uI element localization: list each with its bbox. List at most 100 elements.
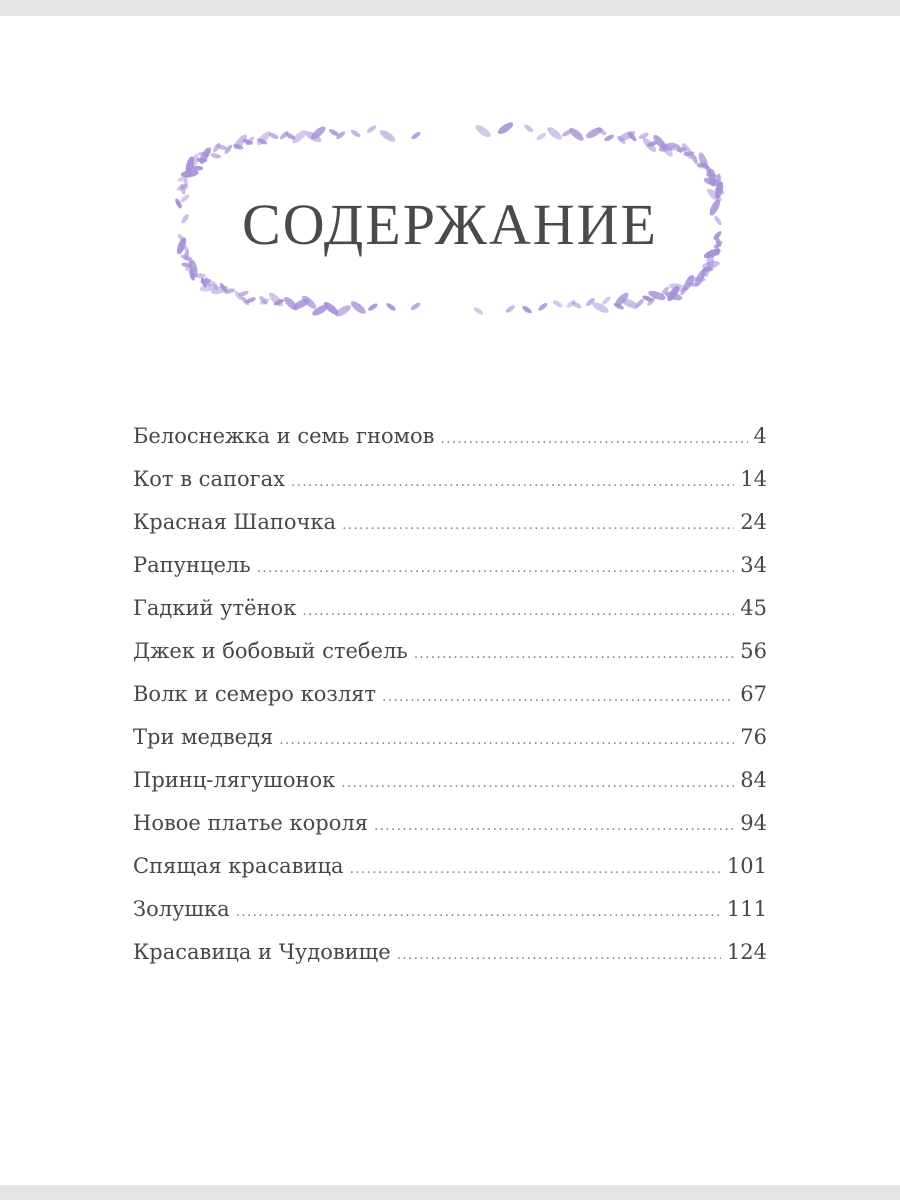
leaf-icon [566, 299, 576, 308]
leaf-icon [707, 188, 722, 202]
leaf-icon [597, 127, 607, 136]
leaf-icon [256, 131, 271, 146]
leaf-wreath-ornament [175, 122, 725, 317]
leaf-icon [180, 194, 190, 203]
leaf-icon [703, 177, 722, 187]
toc-entry[interactable]: Спящая красавица........................… [133, 854, 767, 897]
leaf-icon [697, 163, 709, 169]
leaf-icon [538, 302, 548, 311]
leaf-icon [613, 303, 624, 310]
leaf-icon [664, 291, 683, 301]
dot-leader: ........................................… [342, 517, 734, 533]
leaf-icon [614, 292, 629, 307]
leaf-icon [175, 198, 182, 209]
leaf-icon [714, 215, 722, 226]
leaf-icon [552, 300, 563, 308]
toc-entry-page: 34 [740, 553, 767, 577]
leaf-icon [189, 270, 195, 281]
leaf-icon [522, 306, 532, 314]
toc-entry-title: Красавица и Чудовище [133, 940, 391, 964]
leaf-icon [686, 281, 698, 287]
dot-leader: ........................................… [396, 947, 721, 963]
leaf-icon [185, 156, 195, 174]
dot-leader: ........................................… [349, 861, 721, 877]
leaf-icon [350, 130, 361, 138]
leaf-icon [716, 173, 721, 185]
leaf-icon [648, 290, 666, 300]
leaf-icon [245, 136, 255, 146]
toc-entry-title: Новое платье короля [133, 811, 368, 835]
leaf-icon [660, 141, 673, 157]
leaf-icon [283, 297, 298, 311]
dot-leader: ........................................… [413, 646, 735, 662]
leaf-icon [379, 130, 396, 142]
leaf-icon [691, 153, 698, 164]
toc-entry-title: Кот в сапогах [133, 467, 285, 491]
toc-entry[interactable]: Красная Шапочка.........................… [133, 510, 767, 553]
toc-entry[interactable]: Новое платье короля.....................… [133, 811, 767, 854]
leaf-icon [292, 130, 307, 144]
toc-entry[interactable]: Три медведя.............................… [133, 725, 767, 768]
dot-leader: ........................................… [256, 560, 735, 576]
leaf-icon [505, 305, 515, 313]
toc-entry[interactable]: Золушка.................................… [133, 897, 767, 940]
leaf-icon [702, 260, 720, 269]
toc-entry[interactable]: Белоснежка и семь гномов................… [133, 424, 767, 467]
leaf-icon [259, 295, 268, 305]
toc-entry-page: 76 [740, 725, 767, 749]
leaf-icon [176, 237, 187, 255]
leaf-icon [241, 296, 250, 306]
toc-entry-title: Спящая красавица [133, 854, 344, 878]
leaf-icon [181, 214, 189, 224]
leaf-icon [329, 129, 339, 137]
toc-entry[interactable]: Принц-лягушонок.........................… [133, 768, 767, 811]
toc-entry-page: 56 [740, 639, 767, 663]
toc-entry[interactable]: Гадкий утёнок...........................… [133, 596, 767, 639]
dot-leader: ........................................… [373, 818, 734, 834]
toc-entry[interactable]: Джек и бобовый стебель..................… [133, 639, 767, 682]
toc-entry-page: 45 [740, 596, 767, 620]
toc-entry-title: Принц-лягушонок [133, 768, 336, 792]
leaf-icon [268, 292, 283, 307]
toc-entry[interactable]: Рапунцель...............................… [133, 553, 767, 596]
toc-entry-title: Красная Шапочка [133, 510, 337, 534]
leaf-icon [475, 125, 491, 138]
toc-entry-title: Гадкий утёнок [133, 596, 297, 620]
leaf-icon [586, 298, 595, 307]
toc-entry-title: Рапунцель [133, 553, 251, 577]
leaf-icon [350, 301, 366, 314]
leaf-icon [562, 129, 572, 137]
toc-entry-title: Джек и бобовый стебель [133, 639, 408, 663]
leaf-icon [216, 144, 228, 150]
leaf-icon [192, 166, 204, 171]
toc-entry-title: Три медведя [133, 725, 274, 749]
toc-entry-page: 24 [740, 510, 767, 534]
leaf-icon [211, 280, 219, 291]
leaf-icon [177, 176, 188, 182]
leaf-icon [524, 124, 534, 133]
toc-entry-title: Волк и семеро козлят [133, 682, 377, 706]
table-of-contents: Белоснежка и семь гномов................… [133, 424, 767, 983]
leaf-icon [621, 298, 639, 309]
toc-entry[interactable]: Красавица и Чудовище....................… [133, 940, 767, 983]
leaf-icon [642, 295, 653, 302]
leaf-icon [569, 127, 584, 141]
leaf-icon [234, 290, 243, 300]
leaf-icon [210, 153, 222, 159]
toc-entry-title: Белоснежка и семь гномов [133, 424, 435, 448]
leaf-icon [695, 269, 705, 287]
leaf-icon [180, 169, 199, 178]
leaf-icon [335, 305, 351, 317]
dot-leader: ........................................… [290, 474, 734, 490]
leaf-icon [627, 132, 637, 141]
leaf-icon [713, 231, 722, 240]
leaf-icon [536, 132, 547, 141]
leaf-icon [602, 296, 611, 305]
leaf-icon [661, 286, 670, 296]
toc-entry[interactable]: Волк и семеро козлят....................… [133, 682, 767, 725]
leaf-icon [256, 138, 268, 145]
leaf-icon [386, 303, 396, 311]
leaf-icon [311, 126, 326, 140]
leaf-icon [473, 307, 484, 315]
toc-entry[interactable]: Кот в сапогах...........................… [133, 467, 767, 510]
